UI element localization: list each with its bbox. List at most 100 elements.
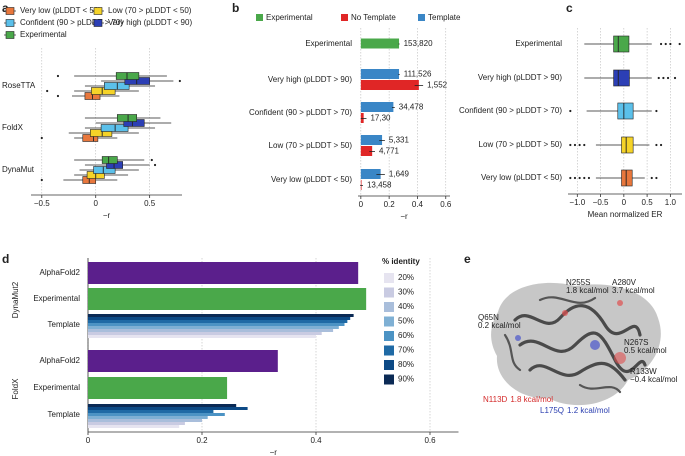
outlier [573, 176, 577, 180]
annotation-detail: 3.7 kcal/mol [612, 286, 655, 295]
bar [360, 80, 419, 90]
x-tick-label: 0 [93, 199, 98, 208]
box [613, 69, 630, 87]
annotation-label: R133W [630, 367, 657, 376]
box [91, 87, 116, 95]
outlier [664, 42, 667, 46]
outlier [666, 76, 670, 80]
x-axis-label: −r [270, 448, 278, 456]
x-tick-label: 0.6 [424, 436, 436, 445]
legend-label: Very high (pLDDT < 90) [108, 18, 192, 27]
group-label: FoldX [11, 378, 20, 400]
panel-letter: b [232, 1, 239, 15]
legend-swatch [5, 7, 15, 15]
legend-swatch [384, 273, 394, 283]
bar [88, 413, 225, 416]
legend-label: 80% [398, 360, 414, 369]
x-tick-label: 0.5 [642, 198, 654, 207]
outlier [46, 89, 49, 93]
outlier [573, 143, 577, 147]
legend-label: Low (70 > pLDDT < 50) [108, 6, 192, 15]
count-label: 153,820 [404, 39, 433, 48]
count-label: 111,526 [404, 70, 432, 79]
annotation-label: N267S [624, 338, 648, 347]
outlier [657, 76, 660, 80]
legend-swatch [5, 31, 15, 39]
outlier [587, 176, 591, 180]
x-tick-label: −0.5 [34, 199, 50, 208]
legend-label: 90% [398, 375, 414, 384]
count-label: 13,458 [367, 181, 392, 190]
bar [360, 146, 373, 156]
bar [88, 320, 348, 323]
legend-label: 30% [398, 288, 414, 297]
bar [88, 329, 334, 332]
legend-label: 40% [398, 302, 414, 311]
legend-swatch [384, 302, 394, 312]
legend-label: No Template [351, 13, 396, 22]
x-axis-label: Mean normalized ER [588, 210, 663, 219]
legend-swatch [384, 374, 394, 385]
legend-swatch [93, 19, 103, 27]
outlier [153, 163, 157, 167]
x-tick-label: −0.5 [593, 198, 609, 207]
outlier [40, 136, 43, 140]
x-tick-label: 0 [86, 436, 91, 445]
y-tick-label: Template [48, 320, 81, 329]
annotation-label: N113D [483, 395, 508, 404]
bar [88, 419, 202, 422]
box [93, 166, 116, 174]
box [617, 102, 634, 120]
panel-letter: d [2, 252, 9, 266]
bar [88, 377, 228, 399]
x-tick-label: −1.0 [569, 198, 585, 207]
count-label: 1,649 [389, 170, 410, 179]
bar [88, 410, 214, 413]
y-tick-label: Template [48, 410, 81, 419]
count-label: 5,331 [389, 136, 410, 145]
annotation-label: N255S [566, 278, 590, 287]
bar [88, 317, 351, 320]
box [621, 136, 634, 154]
outlier [650, 176, 653, 180]
x-tick-label: 0.6 [440, 200, 452, 209]
bar [360, 135, 383, 145]
outlier [178, 79, 181, 83]
box [115, 72, 140, 80]
group-label: DynaMut2 [11, 281, 20, 318]
legend-swatch [5, 19, 15, 27]
legend-swatch [418, 14, 425, 21]
outlier [56, 94, 60, 98]
outlier [659, 42, 663, 46]
group-label: DynaMut [2, 165, 35, 174]
bar [360, 69, 400, 79]
legend-label: Confident (90 > pLDDT > 70) [20, 18, 123, 27]
x-tick-label: 0 [359, 200, 364, 209]
annotation-detail: 1.8 kcal/mol [510, 395, 553, 404]
y-tick-label: Very low (pLDDT < 50) [271, 175, 352, 184]
legend-label: Template [428, 13, 461, 22]
y-tick-label: Experimental [515, 39, 562, 48]
outlier [662, 76, 665, 80]
annotation-detail: 1.2 kcal/mol [567, 406, 610, 415]
box [116, 114, 137, 122]
panel-letter: a [2, 1, 9, 15]
legend-swatch [384, 287, 394, 298]
legend-swatch [341, 14, 348, 21]
bar [360, 38, 400, 49]
annotation-label: Q65N [478, 313, 499, 322]
x-tick-label: 0.4 [412, 200, 424, 209]
x-axis-label: −r [400, 212, 408, 221]
outlier [583, 143, 586, 147]
y-tick-label: Confident (90 > pLDDT > 70) [459, 106, 562, 115]
legend-title: % identity [382, 257, 420, 266]
legend-swatch [256, 14, 263, 21]
outlier [583, 176, 586, 180]
x-tick-label: 0.5 [144, 199, 156, 208]
legend-label: Experimental [266, 13, 313, 22]
group-label: RoseTTA [2, 81, 36, 90]
annotation-detail: 0.2 kcal/mol [478, 321, 521, 330]
outlier [673, 76, 677, 80]
outlier [56, 74, 60, 78]
legend-swatch [384, 316, 394, 327]
